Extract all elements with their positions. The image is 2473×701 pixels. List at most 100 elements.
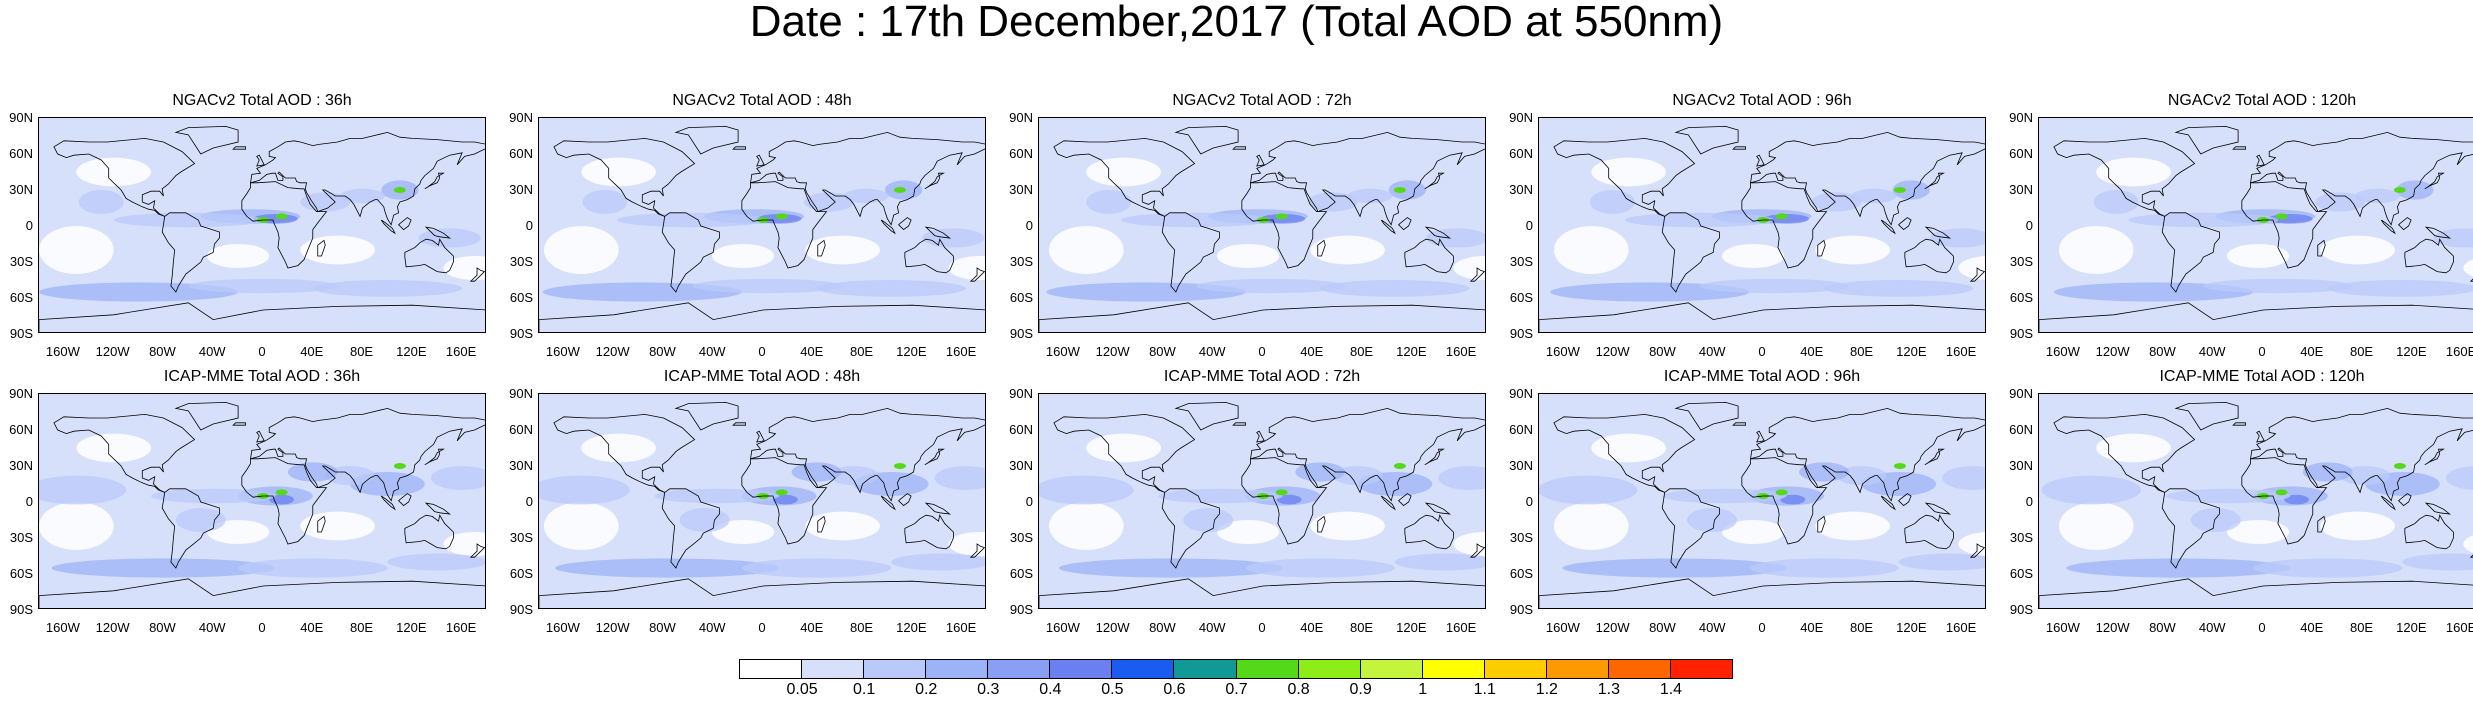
colorbar-label: 1.2 — [1535, 681, 1558, 698]
low-aod-patch — [581, 433, 656, 463]
longitude-label: 40W — [1198, 344, 1226, 359]
longitude-label: 160E — [445, 620, 477, 635]
panel-title: ICAP-MME Total AOD : 48h — [663, 368, 861, 385]
aod-plume — [542, 282, 742, 302]
latitude-label: 30S — [2009, 254, 2033, 269]
low-aod-patch — [1086, 157, 1161, 187]
coastline — [1380, 219, 1396, 235]
longitude-label: 80W — [1649, 344, 1676, 359]
aod-plume — [1764, 214, 1810, 224]
coastline — [2256, 154, 2265, 167]
latitude-label: 0 — [525, 218, 533, 233]
longitude-label: 120E — [396, 620, 427, 635]
coastline — [924, 448, 945, 466]
latitude-label: 90N — [1009, 110, 1033, 125]
longitude-label: 40E — [300, 344, 324, 359]
coastline — [750, 407, 985, 502]
latitude-label: 90S — [2009, 602, 2033, 617]
longitude-label: 120E — [896, 344, 927, 359]
low-aod-patch — [2320, 235, 2395, 265]
longitude-label: 80W — [2149, 344, 2176, 359]
aod-hotspot — [2393, 187, 2406, 193]
aod-plume — [1158, 488, 1283, 504]
latitude-label: 30N — [509, 458, 533, 473]
coastline — [1174, 401, 1239, 431]
coastline — [880, 495, 896, 511]
coastline — [2232, 146, 2246, 150]
coastline — [1398, 493, 1412, 507]
latitude-label: 60S — [1009, 566, 1033, 581]
panel-title: NGACv2 Total AOD : 120h — [2167, 92, 2357, 109]
longitude-label: 40W — [1198, 620, 1226, 635]
latitude-label: 0 — [1025, 494, 1033, 509]
longitude-label: 0 — [758, 620, 766, 635]
coastline — [1756, 154, 1765, 167]
coastline — [2250, 131, 2473, 226]
longitude-label: 160E — [2445, 620, 2473, 635]
coastline — [1898, 217, 1912, 231]
latitude-label: 60N — [1509, 146, 1533, 161]
longitude-label: 160W — [1045, 344, 1080, 359]
coastline — [1817, 239, 1826, 257]
low-aod-patch — [2096, 433, 2171, 463]
aod-plume — [539, 475, 630, 505]
low-aod-patch — [300, 235, 375, 265]
aod-plume — [1426, 228, 1485, 248]
coastline — [1661, 488, 1720, 569]
panel-title: ICAP-MME Total AOD : 72h — [1163, 368, 1361, 385]
latitude-label: 0 — [1025, 218, 1033, 233]
coastline — [1898, 493, 1912, 507]
aod-plume — [2066, 558, 2291, 578]
aod-plume — [1195, 278, 1346, 294]
coastline — [1969, 267, 1985, 282]
aod-plume — [582, 190, 628, 214]
map-panel — [538, 117, 986, 333]
coastline — [53, 413, 196, 493]
coastline — [1469, 267, 1485, 282]
latitude-label: 90N — [9, 386, 33, 401]
aod-map — [1039, 394, 1485, 608]
low-aod-patch — [2058, 226, 2134, 274]
aod-plume — [39, 282, 239, 302]
coastline — [2039, 578, 2473, 608]
colorbar-label: 0.3 — [977, 681, 1000, 698]
low-aod-patch — [711, 520, 775, 544]
longitude-label: 80W — [149, 620, 176, 635]
coastline — [2241, 457, 2328, 545]
coastline — [741, 181, 828, 269]
coastline — [1732, 146, 1746, 150]
low-aod-patch — [543, 226, 619, 274]
panel-title: NGACv2 Total AOD : 96h — [1672, 92, 1852, 109]
aod-hotspot — [393, 463, 406, 469]
aod-hotspot — [775, 213, 788, 220]
low-aod-patch — [1310, 235, 1385, 265]
coastline — [174, 401, 239, 431]
aod-plume — [431, 466, 485, 490]
longitude-label: 40E — [1300, 344, 1324, 359]
aod-plume — [1662, 488, 1787, 504]
aod-hotspot — [1893, 187, 1906, 193]
latitude-label: 90S — [1009, 602, 1033, 617]
latitude-label: 90N — [1509, 110, 1533, 125]
latitude-label: 60S — [2009, 290, 2033, 305]
coastline — [539, 578, 985, 608]
latitude-label: 30N — [2009, 182, 2033, 197]
coastline — [674, 401, 739, 431]
aod-background-field — [2039, 118, 2473, 332]
aod-plume — [555, 558, 780, 578]
map-panel — [1038, 393, 1486, 609]
aod-hotspot — [2275, 213, 2288, 220]
latitude-label: 30S — [1509, 530, 1533, 545]
coastline — [1904, 238, 1954, 274]
colorbar-label: 0.8 — [1287, 681, 1310, 698]
longitude-label: 120W — [95, 344, 130, 359]
coastline — [404, 238, 454, 274]
aod-plume — [387, 553, 485, 571]
coastline — [1398, 217, 1412, 231]
coastline — [161, 488, 220, 569]
aod-plume — [312, 280, 463, 297]
aod-plume — [39, 475, 127, 505]
aod-hotspot — [393, 187, 406, 193]
map-panel — [538, 393, 986, 609]
low-aod-patch — [805, 511, 880, 541]
